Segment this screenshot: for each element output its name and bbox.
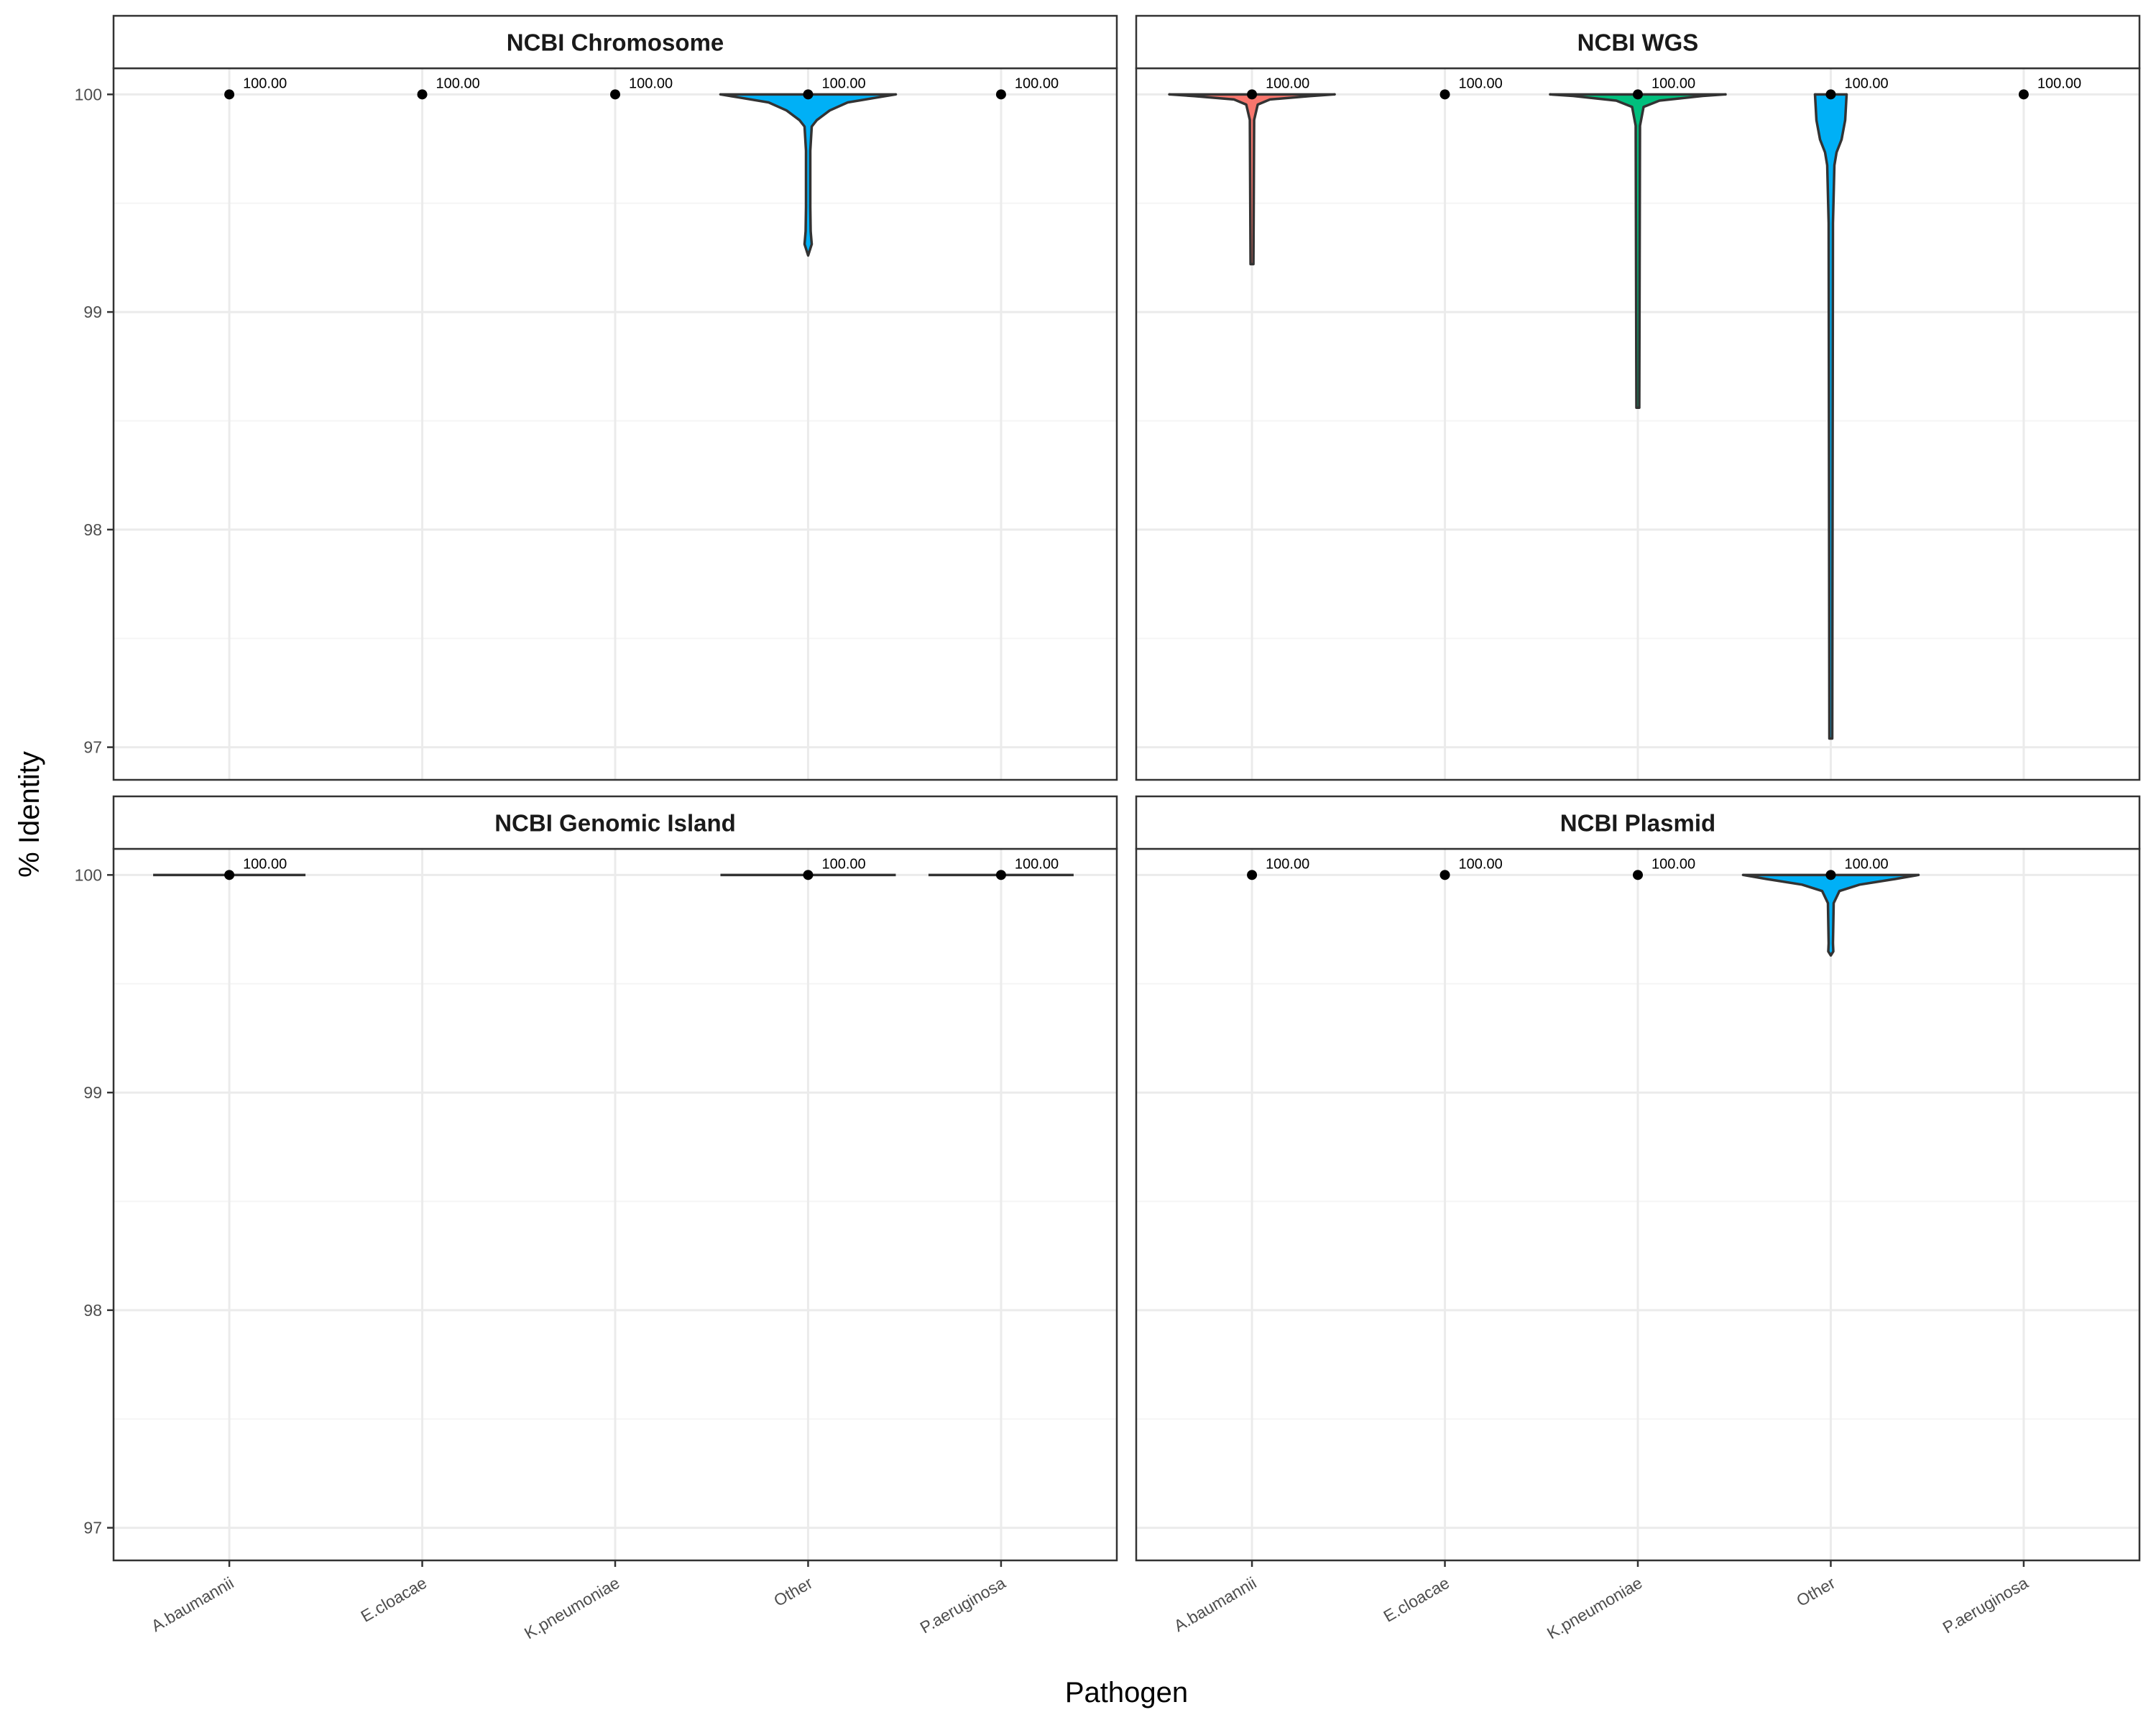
median-label: 100.00: [1266, 856, 1309, 872]
median-label: 100.00: [243, 856, 287, 872]
y-axis-title: % Identity: [14, 751, 45, 878]
median-point: [417, 89, 428, 100]
median-label: 100.00: [436, 75, 480, 91]
median-label: 100.00: [629, 75, 673, 91]
median-label: 100.00: [1844, 856, 1888, 872]
x-tick-label: E.cloacae: [1381, 1573, 1452, 1626]
median-label: 100.00: [1459, 75, 1503, 91]
x-tick-label: P.aeruginosa: [917, 1573, 1009, 1637]
median-label: 100.00: [1651, 75, 1695, 91]
median-label: 100.00: [243, 75, 287, 91]
x-tick-label: A.baumannii: [1171, 1573, 1260, 1635]
median-label: 100.00: [1015, 75, 1059, 91]
median-point: [995, 89, 1006, 100]
x-tick-label: Other: [770, 1573, 816, 1610]
median-label: 100.00: [1459, 856, 1503, 872]
median-point: [1247, 89, 1258, 100]
facet-title: NCBI WGS: [1577, 29, 1699, 56]
facet-strip: [112, 795, 1118, 850]
median-point: [224, 89, 235, 100]
x-tick-label: P.aeruginosa: [1940, 1573, 2032, 1637]
y-tick-label: 100: [75, 85, 102, 104]
violin-shape: [1813, 93, 1848, 740]
median-label: 100.00: [1651, 856, 1695, 872]
x-tick-label: E.cloacae: [358, 1573, 430, 1626]
x-tick-label: K.pneumoniae: [1544, 1573, 1645, 1643]
median-label: 100.00: [821, 75, 865, 91]
facet-strip: [1135, 14, 2141, 70]
y-tick-label: 98: [83, 1301, 102, 1320]
median-point: [1633, 870, 1643, 880]
median-label: 100.00: [2037, 75, 2081, 91]
facet-panel: 100.00 100.00 100.00 100.00 100.00 NCBI WGS: [1135, 14, 2141, 781]
median-point: [1825, 89, 1836, 100]
median-point: [224, 870, 235, 880]
violin-shape: [1168, 93, 1336, 266]
facet-panel: 100.00 100.00 100.00 100.00 100.00 NCBI Chrom…: [75, 14, 1118, 781]
median-label: 100.00: [821, 856, 865, 872]
y-tick-label: 99: [83, 1083, 102, 1102]
violin-shape: [1741, 873, 1920, 957]
facet-title: NCBI Plasmid: [1560, 810, 1715, 837]
median-point: [803, 89, 814, 100]
x-tick-label: K.pneumoniae: [521, 1573, 622, 1643]
median-point: [1439, 870, 1450, 880]
median-point: [1633, 89, 1643, 100]
median-label: 100.00: [1015, 856, 1059, 872]
y-tick-label: 98: [83, 520, 102, 539]
median-label: 100.00: [1266, 75, 1309, 91]
y-tick-label: 97: [83, 738, 102, 757]
median-point: [1825, 870, 1836, 880]
median-point: [1247, 870, 1258, 880]
x-tick-label: A.baumannii: [148, 1573, 237, 1635]
y-tick-label: 99: [83, 303, 102, 321]
violin-shape: [1549, 93, 1727, 410]
facet-strip: [1135, 795, 2141, 850]
x-tick-label: Other: [1793, 1573, 1838, 1610]
median-point: [803, 870, 814, 880]
y-tick-label: 97: [83, 1519, 102, 1537]
x-axis-title: Pathogen: [1065, 1677, 1188, 1708]
violin-shape: [719, 93, 898, 257]
median-point: [1439, 89, 1450, 100]
y-tick-label: 100: [75, 865, 102, 884]
facet-title: NCBI Genomic Island: [494, 810, 736, 837]
median-label: 100.00: [1844, 75, 1888, 91]
facet-title: NCBI Chromosome: [507, 29, 724, 56]
median-point: [995, 870, 1006, 880]
facet-panel: 100.00 100.00 100.00 100.00 NCBI Plasmid A.ba…: [1135, 795, 2141, 1643]
facet-panel: 100.00 100.00 100.00 NCBI Genomic Island 97 9…: [75, 795, 1118, 1643]
median-point: [2018, 89, 2029, 100]
facet-strip: [112, 14, 1118, 70]
median-point: [610, 89, 620, 100]
